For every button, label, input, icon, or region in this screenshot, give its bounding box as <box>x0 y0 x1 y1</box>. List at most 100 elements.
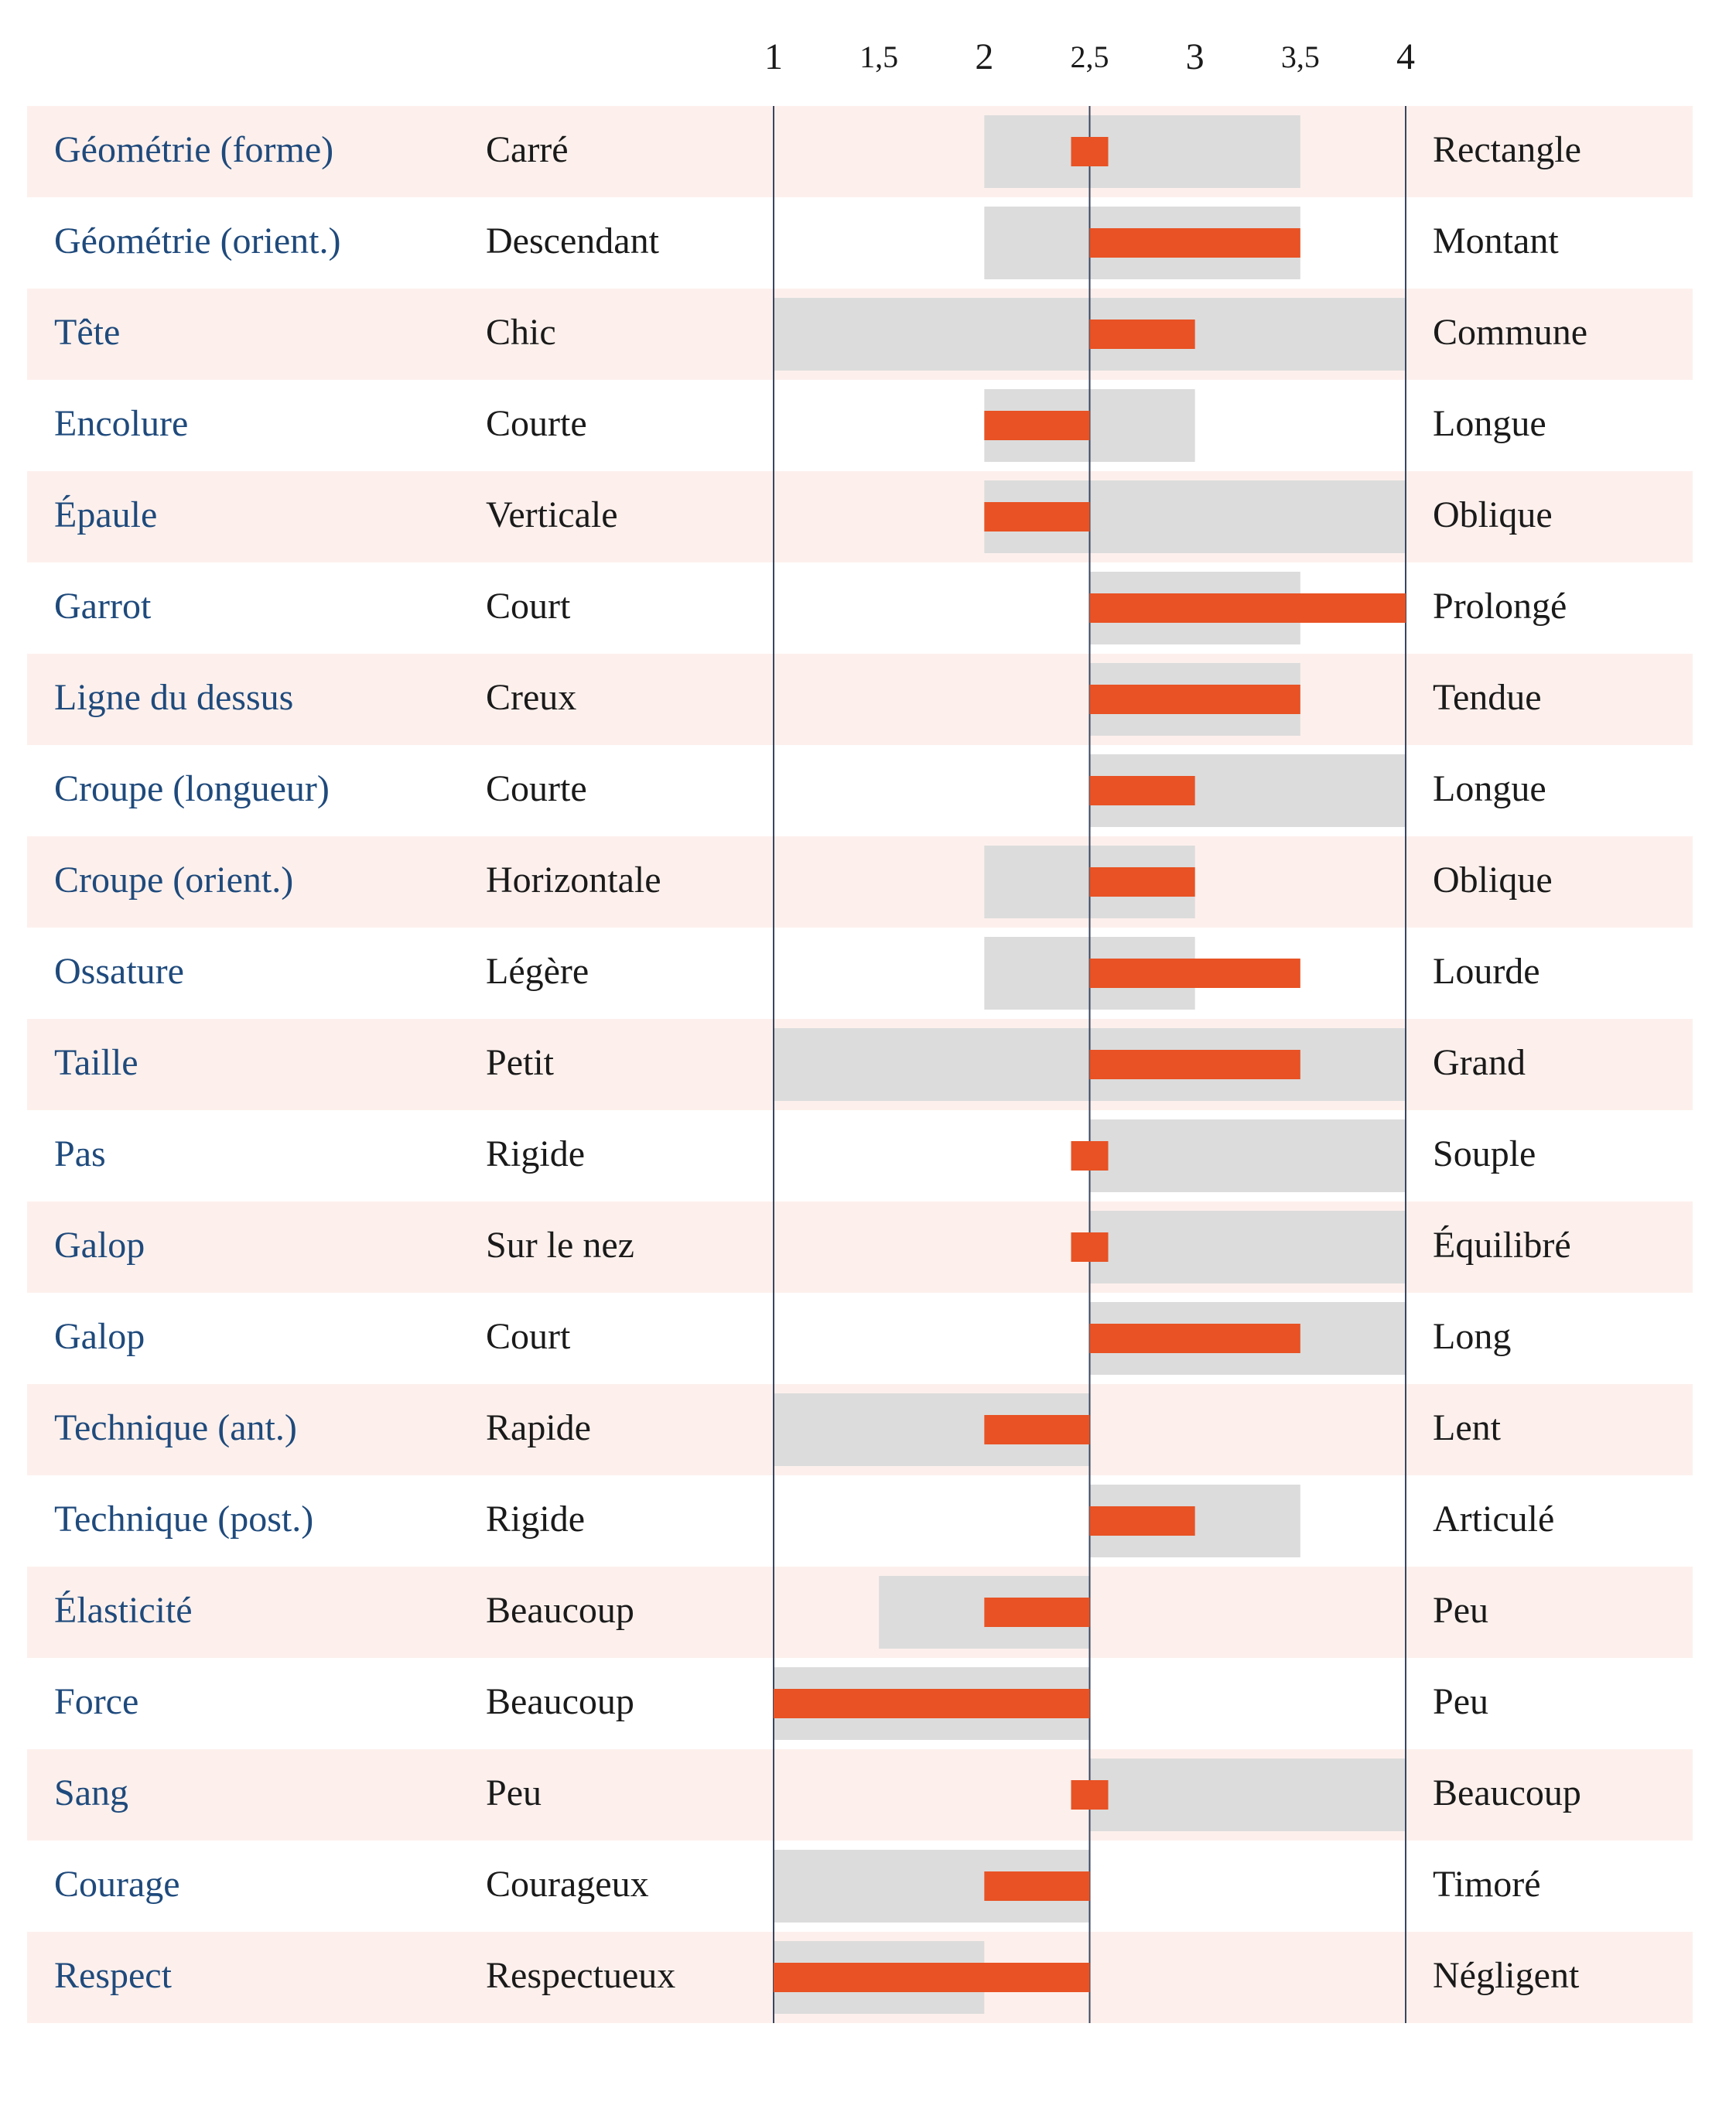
trait-label: Galop <box>54 1316 145 1357</box>
trait-label: Croupe (orient.) <box>54 860 293 901</box>
low-extreme-label: Rigide <box>486 1133 585 1174</box>
trait-label: Géométrie (forme) <box>54 129 333 170</box>
row-background <box>27 471 1693 562</box>
low-extreme-label: Sur le nez <box>486 1225 634 1266</box>
trait-label: Garrot <box>54 586 152 627</box>
low-extreme-label: Petit <box>486 1042 555 1083</box>
value-bar <box>774 1689 1090 1718</box>
high-extreme-label: Commune <box>1433 312 1587 353</box>
value-bar <box>1071 1141 1109 1171</box>
low-extreme-label: Court <box>486 1316 571 1357</box>
x-tick-label: 1,5 <box>859 39 898 74</box>
high-extreme-label: Long <box>1433 1316 1511 1357</box>
value-bar <box>984 1415 1090 1444</box>
value-bar <box>774 1963 1090 1992</box>
low-extreme-label: Court <box>486 586 571 627</box>
high-extreme-label: Peu <box>1433 1681 1488 1722</box>
value-bar <box>984 502 1090 531</box>
trait-label: Encolure <box>54 403 188 444</box>
high-extreme-label: Articulé <box>1433 1499 1554 1540</box>
low-extreme-label: Rigide <box>486 1499 585 1540</box>
value-bar <box>1071 137 1109 166</box>
high-extreme-label: Montant <box>1433 220 1559 261</box>
value-bar <box>1089 1050 1300 1079</box>
high-extreme-label: Beaucoup <box>1433 1772 1581 1813</box>
trait-label: Courage <box>54 1864 180 1905</box>
trait-label: Ossature <box>54 951 184 992</box>
high-extreme-label: Grand <box>1433 1042 1526 1083</box>
value-bar <box>984 1871 1090 1901</box>
high-extreme-label: Négligent <box>1433 1955 1580 1996</box>
high-extreme-label: Rectangle <box>1433 129 1581 170</box>
low-extreme-label: Respectueux <box>486 1955 675 1996</box>
trait-label: Pas <box>54 1133 106 1174</box>
value-bar <box>1089 593 1406 623</box>
trait-label: Sang <box>54 1772 128 1813</box>
high-extreme-label: Équilibré <box>1433 1225 1571 1266</box>
trait-label: Croupe (longueur) <box>54 768 330 809</box>
trait-label: Épaule <box>54 494 157 535</box>
value-bar <box>1089 320 1195 349</box>
high-extreme-label: Longue <box>1433 403 1546 444</box>
range-bar <box>1089 1759 1406 1831</box>
row-background <box>27 654 1693 745</box>
low-extreme-label: Chic <box>486 312 556 353</box>
value-bar <box>984 411 1090 440</box>
low-extreme-label: Rapide <box>486 1407 591 1448</box>
row-background <box>27 1567 1693 1658</box>
low-extreme-label: Courte <box>486 403 587 444</box>
high-extreme-label: Lourde <box>1433 951 1540 992</box>
value-bar <box>1089 228 1300 258</box>
value-bar <box>1089 1506 1195 1536</box>
x-tick-label: 2,5 <box>1071 39 1109 74</box>
trait-label: Galop <box>54 1225 145 1266</box>
high-extreme-label: Longue <box>1433 768 1546 809</box>
trait-label: Technique (ant.) <box>54 1407 297 1448</box>
high-extreme-label: Prolongé <box>1433 586 1567 627</box>
x-tick-label: 3 <box>1186 36 1205 77</box>
low-extreme-label: Creux <box>486 677 576 718</box>
high-extreme-label: Oblique <box>1433 860 1553 901</box>
row-background <box>27 1749 1693 1841</box>
value-bar <box>1071 1780 1109 1810</box>
high-extreme-label: Lent <box>1433 1407 1502 1448</box>
x-tick-label: 4 <box>1396 36 1415 77</box>
value-bar <box>1089 867 1195 897</box>
x-tick-label: 2 <box>975 36 993 77</box>
x-tick-label: 1 <box>764 36 783 77</box>
value-bar <box>1089 685 1300 714</box>
low-extreme-label: Beaucoup <box>486 1590 634 1631</box>
low-extreme-label: Horizontale <box>486 860 661 901</box>
high-extreme-label: Peu <box>1433 1590 1488 1631</box>
high-extreme-label: Oblique <box>1433 494 1553 535</box>
high-extreme-label: Souple <box>1433 1133 1536 1174</box>
x-tick-label: 3,5 <box>1281 39 1320 74</box>
trait-label: Ligne du dessus <box>54 677 293 718</box>
row-background <box>27 836 1693 928</box>
trait-label: Géométrie (orient.) <box>54 220 341 261</box>
low-extreme-label: Descendant <box>486 220 660 261</box>
value-bar <box>1071 1232 1109 1262</box>
high-extreme-label: Timoré <box>1433 1864 1541 1905</box>
range-bar <box>984 115 1300 188</box>
row-background <box>27 1201 1693 1293</box>
low-extreme-label: Beaucoup <box>486 1681 634 1722</box>
trait-label: Tête <box>54 312 120 353</box>
trait-label: Taille <box>54 1042 138 1083</box>
range-bar <box>1089 1119 1406 1192</box>
high-extreme-label: Tendue <box>1433 677 1542 718</box>
trait-label: Technique (post.) <box>54 1499 313 1540</box>
low-extreme-label: Peu <box>486 1772 542 1813</box>
value-bar <box>1089 1324 1300 1353</box>
low-extreme-label: Carré <box>486 129 569 170</box>
low-extreme-label: Légère <box>486 951 589 992</box>
value-bar <box>1089 959 1300 988</box>
range-bar <box>1089 1211 1406 1283</box>
low-extreme-label: Courte <box>486 768 587 809</box>
trait-label: Respect <box>54 1955 173 1996</box>
low-extreme-label: Verticale <box>486 494 618 535</box>
value-bar <box>1089 776 1195 805</box>
trait-label: Force <box>54 1681 138 1722</box>
value-bar <box>984 1598 1090 1627</box>
